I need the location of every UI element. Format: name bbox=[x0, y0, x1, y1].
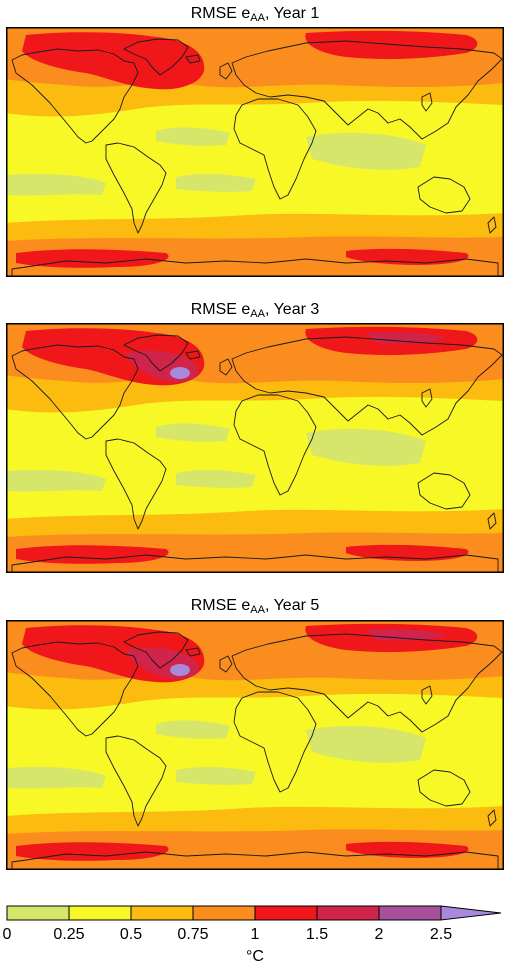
low-error-south-atlantic bbox=[176, 469, 256, 488]
coastline-0 bbox=[11, 48, 139, 144]
colorbar-segment-4 bbox=[254, 905, 318, 921]
coastline-2 bbox=[105, 438, 167, 530]
coastline-4 bbox=[233, 394, 317, 496]
low-error-south-pacific bbox=[6, 766, 106, 789]
coastline-6 bbox=[11, 851, 499, 870]
map-frame bbox=[6, 27, 504, 277]
coastline-8 bbox=[185, 647, 201, 657]
low-error-indian-ocean bbox=[306, 132, 426, 170]
colorbar-segment-3 bbox=[192, 905, 256, 921]
coastline-10 bbox=[487, 809, 497, 827]
colorbar-segment-5 bbox=[316, 905, 380, 921]
map-panel-3 bbox=[6, 620, 504, 870]
band-southern-dark-orange bbox=[6, 829, 504, 870]
low-error-south-pacific bbox=[6, 173, 106, 196]
coastline-5 bbox=[417, 176, 471, 214]
high-error-southern-ocean-east bbox=[346, 544, 469, 561]
colorbar-tick-label: 1 bbox=[251, 926, 260, 943]
colorbar-segment-2 bbox=[130, 905, 194, 921]
high-error-north-america bbox=[22, 32, 205, 90]
coastline-9 bbox=[421, 92, 433, 112]
very-high-error-siberia-core bbox=[366, 629, 446, 641]
coastline-2 bbox=[105, 735, 167, 827]
band-southern-dark-orange bbox=[6, 236, 504, 277]
low-error-south-atlantic bbox=[176, 173, 256, 192]
panel-3-title: RMSE eAA, Year 5 bbox=[190, 597, 320, 616]
coastline-8 bbox=[185, 350, 201, 360]
colorbar-tick-label: 0.25 bbox=[53, 926, 84, 943]
colorbar-tick-label: 1.5 bbox=[306, 926, 328, 943]
colorbar: 0 0.25 0.5 0.75 1 1.5 2 2.5 °C bbox=[3, 905, 502, 965]
extreme-error-hotspot bbox=[170, 664, 190, 676]
coastline-10 bbox=[487, 512, 497, 530]
colorbar-segment-6 bbox=[378, 905, 442, 921]
coastline-1 bbox=[123, 631, 189, 669]
colorbar-tick-label: 0.75 bbox=[177, 926, 208, 943]
coastline-3 bbox=[231, 336, 503, 436]
coastline-5 bbox=[417, 472, 471, 510]
colorbar-tick-label: 2 bbox=[375, 926, 384, 943]
high-error-southern-ocean-east bbox=[346, 248, 469, 265]
coastline-0 bbox=[11, 641, 139, 737]
map-frame bbox=[6, 620, 504, 870]
coastline-7 bbox=[219, 655, 233, 673]
coastline-3 bbox=[231, 40, 503, 140]
colorbar-unit-label: °C bbox=[246, 948, 264, 965]
coastline-1 bbox=[123, 334, 189, 372]
low-error-south-pacific bbox=[6, 469, 106, 492]
panel-1-title: RMSE eAA, Year 1 bbox=[190, 5, 320, 24]
low-error-equatorial-atlantic bbox=[156, 127, 230, 146]
coastline-4 bbox=[233, 98, 317, 200]
coastline-7 bbox=[219, 62, 233, 80]
low-error-indian-ocean bbox=[306, 428, 426, 466]
colorbar-segment-0 bbox=[6, 905, 70, 921]
map-frame bbox=[6, 323, 504, 573]
low-error-south-atlantic bbox=[176, 766, 256, 785]
coastline-8 bbox=[185, 54, 201, 64]
colorbar-tick-label: 0 bbox=[3, 926, 12, 943]
coastline-1 bbox=[123, 38, 189, 76]
colorbar-tick-label: 0.5 bbox=[120, 926, 142, 943]
coastline-2 bbox=[105, 142, 167, 234]
extreme-error-hotspot bbox=[170, 367, 190, 379]
coastline-3 bbox=[231, 633, 503, 733]
coastline-9 bbox=[421, 388, 433, 408]
high-error-southern-ocean-east bbox=[346, 841, 469, 858]
coastline-6 bbox=[11, 258, 499, 277]
coastline-10 bbox=[487, 216, 497, 234]
colorbar-segment-1 bbox=[68, 905, 132, 921]
very-high-error-siberia-core bbox=[366, 332, 446, 344]
colorbar-extend-arrow bbox=[440, 905, 502, 921]
coastline-9 bbox=[421, 685, 433, 705]
colorbar-tick-label: 2.5 bbox=[430, 926, 452, 943]
high-error-siberia bbox=[305, 30, 478, 60]
low-error-indian-ocean bbox=[306, 725, 426, 763]
low-error-equatorial-atlantic bbox=[156, 423, 230, 442]
panel-2-title: RMSE eAA, Year 3 bbox=[190, 301, 320, 320]
coastline-7 bbox=[219, 358, 233, 376]
map-panel-1 bbox=[6, 27, 504, 277]
coastline-0 bbox=[11, 344, 139, 440]
low-error-equatorial-atlantic bbox=[156, 720, 230, 739]
coastline-6 bbox=[11, 554, 499, 573]
band-southern-dark-orange bbox=[6, 532, 504, 573]
coastline-5 bbox=[417, 769, 471, 807]
map-panel-2 bbox=[6, 323, 504, 573]
coastline-4 bbox=[233, 691, 317, 793]
